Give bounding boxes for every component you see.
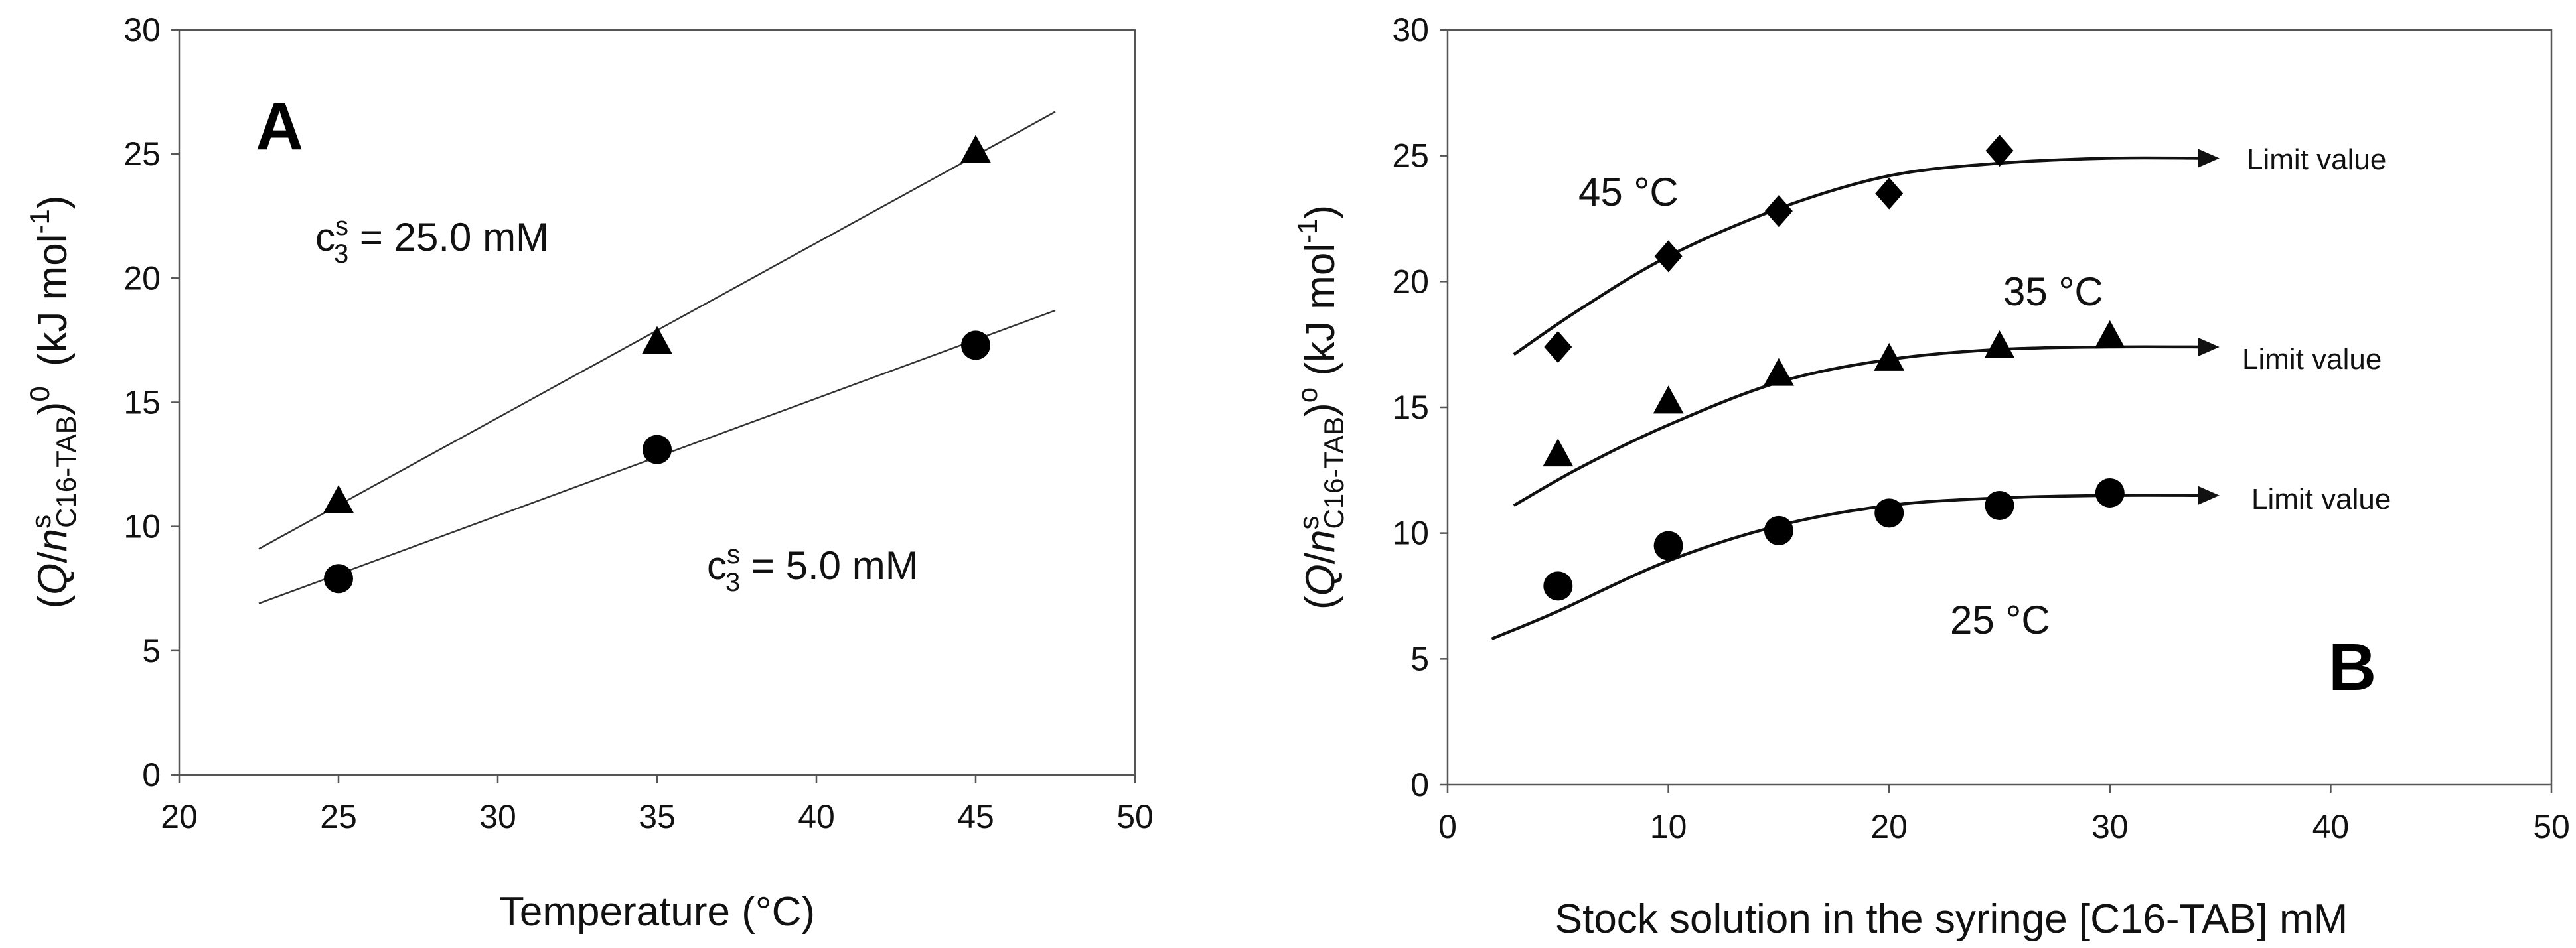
panel-b-letter: B <box>2328 630 2376 705</box>
x-tick-label: 25 <box>320 798 357 835</box>
x-tick-label: 50 <box>1116 798 1154 835</box>
x-tick-label: 45 <box>957 798 994 835</box>
fit-curve-triangle <box>1513 345 2198 507</box>
y-tick-label: 10 <box>123 508 161 545</box>
limit-arrowhead <box>2198 337 2220 356</box>
panel-b: 0 5 10 15 20 25 30 0 10 20 30 40 50 B 45 °C 35 °C 2… <box>1292 11 2570 942</box>
y-tick-label: 20 <box>1392 263 1429 300</box>
fit-curve-diamond <box>1513 156 2198 356</box>
y-tick-label: 30 <box>1392 11 1429 48</box>
limit-value-label-35c: Limit value <box>2242 343 2382 375</box>
y-tick-label: 0 <box>1410 766 1429 803</box>
x-tick-label: 30 <box>2091 808 2129 845</box>
triangle-marker <box>2094 320 2125 348</box>
circle-marker <box>324 564 353 594</box>
circle-marker <box>1653 531 1683 561</box>
x-tick-label: 20 <box>161 798 198 835</box>
panel-a-letter: A <box>256 90 303 164</box>
x-tick-label: 0 <box>1438 808 1457 845</box>
panel-b-y-axis-label: (Q/nsC16-TAB)o (kJ mol-1) <box>1292 205 1349 610</box>
y-tick-label: 5 <box>1410 640 1429 677</box>
triangle-marker <box>323 485 354 513</box>
x-tick-label: 50 <box>2533 808 2570 845</box>
panel-a: 0 5 10 15 20 25 30 20 25 30 35 40 45 50 A cs 3 = 25.0… <box>24 11 1154 935</box>
triangle-marker <box>1653 385 1684 414</box>
y-tick-label: 25 <box>1392 137 1429 174</box>
x-tick-label: 30 <box>479 798 516 835</box>
y-tick-label: 5 <box>142 632 161 669</box>
series-label-35c: 35 °C <box>2003 269 2103 314</box>
diamond-marker <box>1875 177 1904 210</box>
y-tick-label: 30 <box>123 11 161 48</box>
triangle-marker <box>1763 358 1794 386</box>
series-label-5mm: cs 3 = 5.0 mM <box>707 540 919 597</box>
diamond-marker <box>1544 330 1572 363</box>
circle-marker <box>643 435 672 464</box>
x-tick-label: 40 <box>798 798 835 835</box>
circle-marker <box>1764 515 1793 545</box>
triangle-marker <box>1984 330 2015 358</box>
panel-b-x-axis-label: Stock solution in the syringe [C16-TAB] … <box>1555 896 2348 942</box>
series-label-25mm: cs 3 = 25.0 mM <box>315 212 549 269</box>
y-tick-label: 15 <box>1392 389 1429 426</box>
y-tick-label: 15 <box>123 384 161 421</box>
panel-a-y-axis-label: (Q/nsC16-TAB)0(kJ mol-1) <box>24 195 82 608</box>
panel-a-x-axis-label: Temperature (°C) <box>499 889 815 935</box>
x-tick-label: 20 <box>1870 808 1908 845</box>
y-tick-label: 25 <box>123 135 161 172</box>
triangle-marker <box>642 326 672 354</box>
diamond-marker <box>1985 135 2014 167</box>
diamond-marker <box>1654 240 1683 273</box>
circle-marker <box>2095 478 2125 508</box>
circle-marker <box>1985 490 2014 520</box>
series-label-25c: 25 °C <box>1950 598 2050 642</box>
x-tick-label: 10 <box>1650 808 1687 845</box>
y-tick-label: 20 <box>123 259 161 297</box>
triangle-marker <box>1874 342 1905 371</box>
panel-a-plot-frame <box>178 29 1136 776</box>
y-tick-label: 10 <box>1392 515 1429 552</box>
triangle-marker <box>1543 439 1574 467</box>
circle-marker <box>1543 571 1573 601</box>
limit-arrowhead <box>2198 486 2220 505</box>
circle-marker <box>1874 498 1904 528</box>
limit-value-label-45c: Limit value <box>2247 143 2386 176</box>
diamond-marker <box>1764 195 1793 228</box>
x-tick-label: 40 <box>2312 808 2350 845</box>
y-tick-label: 0 <box>142 756 161 793</box>
limit-value-label-25c: Limit value <box>2251 483 2391 515</box>
circle-marker <box>961 330 990 360</box>
fit-curve-circle <box>1491 494 2198 641</box>
x-tick-label: 35 <box>639 798 676 835</box>
series-label-45c: 45 °C <box>1578 170 1679 214</box>
triangle-marker <box>960 135 991 163</box>
limit-arrowhead <box>2198 149 2220 168</box>
